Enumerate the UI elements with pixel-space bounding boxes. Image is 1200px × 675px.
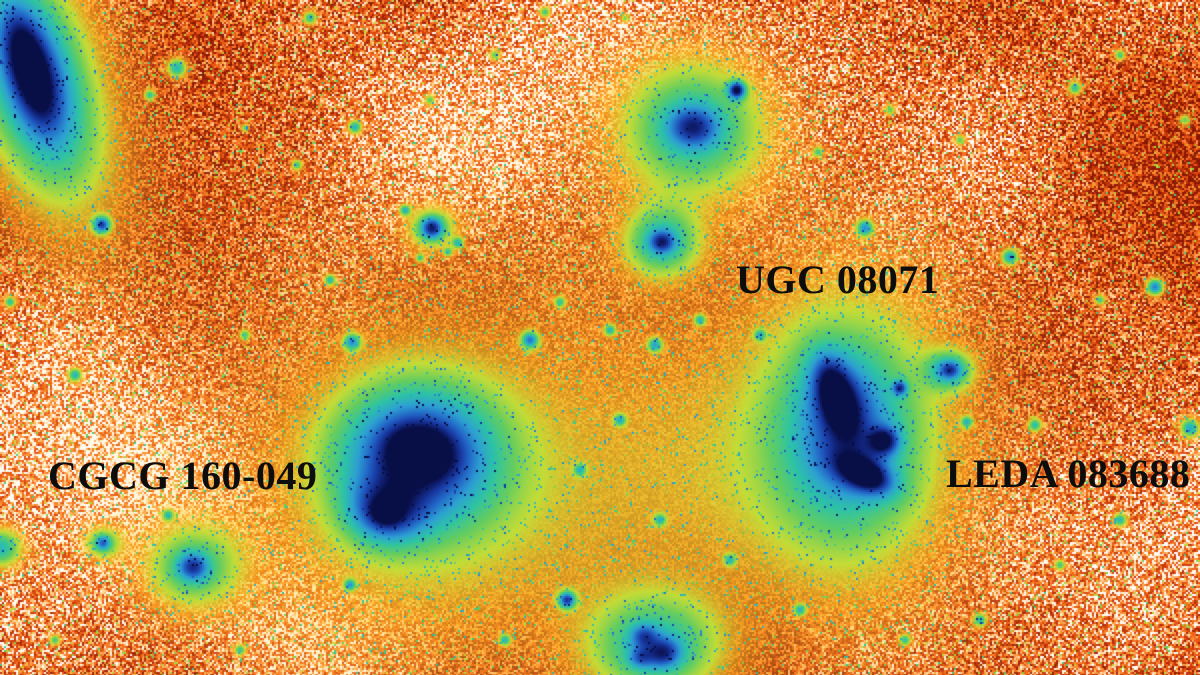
galaxy-label-leda-083688: LEDA 083688 <box>946 451 1191 496</box>
galaxy-label-cgcg-160-049: CGCG 160-049 <box>48 453 318 498</box>
galaxy-label-ugc-08071: UGC 08071 <box>736 257 940 302</box>
